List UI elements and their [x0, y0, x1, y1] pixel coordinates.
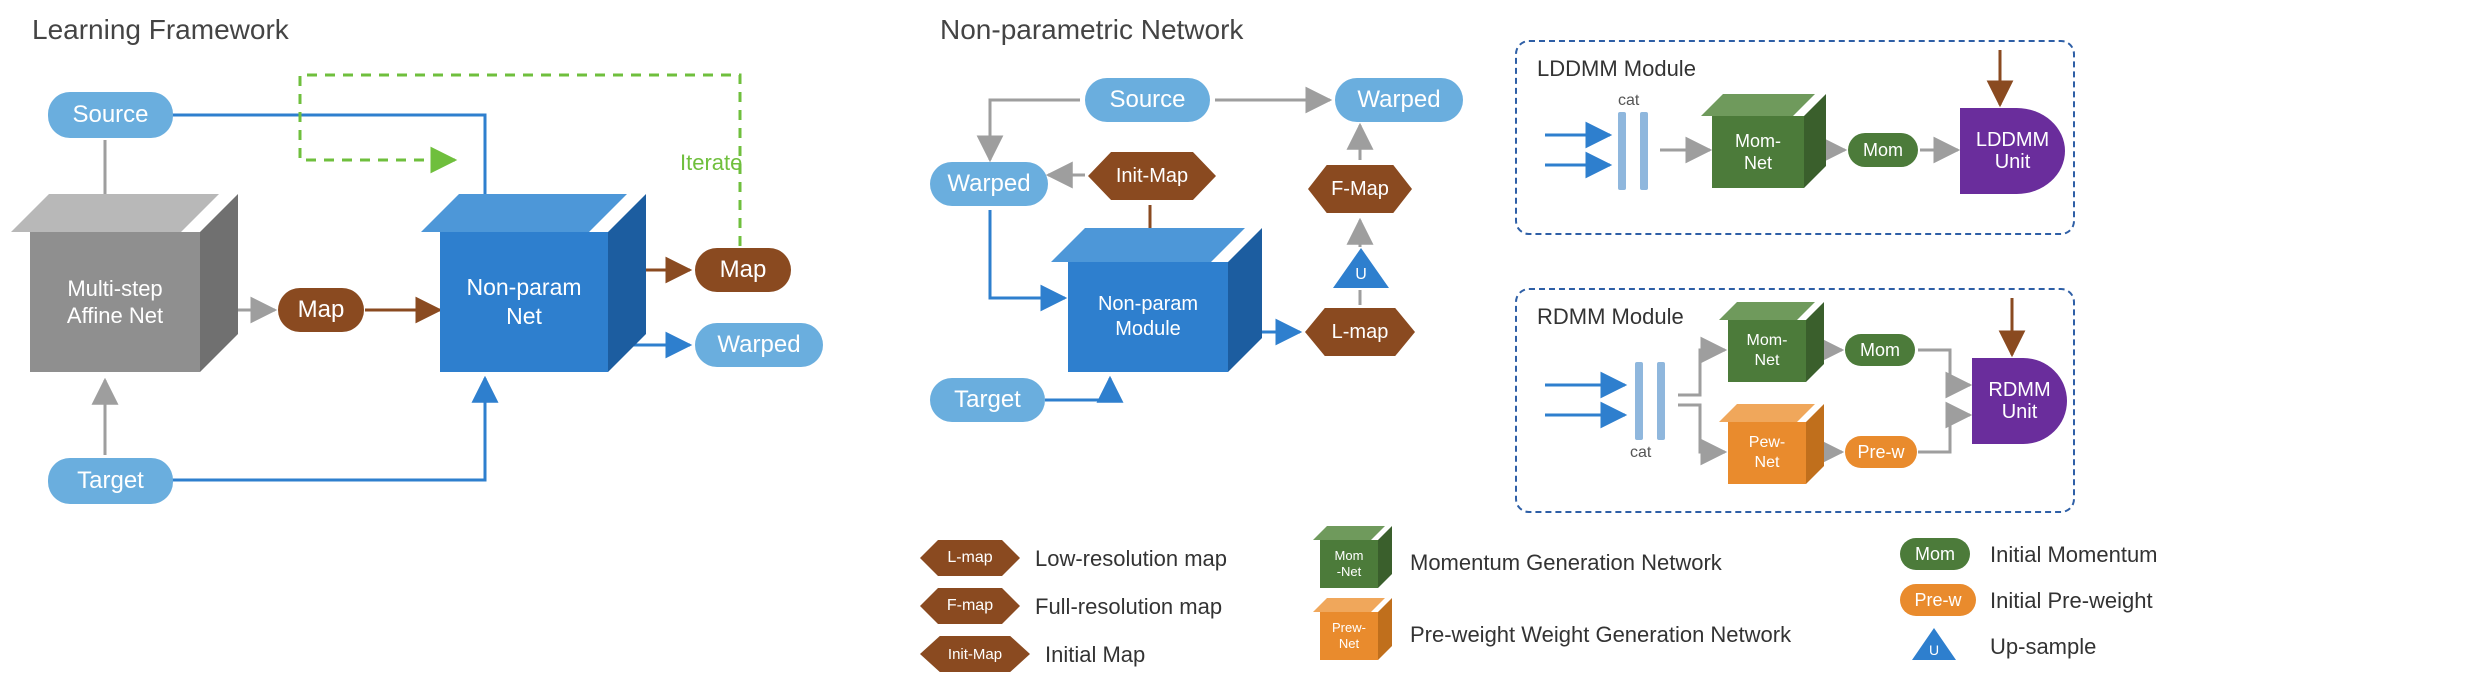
legend-prewnet-text: Pre-weight Weight Generation Network	[1410, 622, 1791, 648]
arrow-target-to-module	[1045, 378, 1110, 400]
legend-upsample-glyph: U	[1912, 642, 1956, 658]
rdmm-pewnet-label: Pew- Net	[1728, 422, 1806, 484]
mid-warped-out-pill: Warped	[1335, 78, 1463, 122]
rdmm-unit: RDMM Unit	[1972, 358, 2067, 444]
lddmm-cat-bar-1	[1618, 112, 1626, 190]
legend-upsample-swatch: U	[1912, 628, 1956, 660]
upsample-glyph: U	[1333, 266, 1389, 284]
legend-prew-swatch: Pre-w	[1900, 584, 1976, 616]
legend-initmap-text: Initial Map	[1045, 642, 1145, 668]
legend-mom-swatch: Mom	[1900, 538, 1970, 570]
rdmm-cat-label: cat	[1630, 444, 1651, 462]
nonparam-net-label: Non-param Net	[440, 232, 608, 372]
rdmm-module-title: RDMM Module	[1537, 304, 1684, 330]
rdmm-cat-bar-1	[1635, 362, 1643, 440]
lddmm-module-title: LDDMM Module	[1537, 56, 1696, 82]
source-pill: Source	[48, 92, 173, 138]
legend-lmap-text: Low-resolution map	[1035, 546, 1227, 572]
rdmm-cat-bar-2	[1657, 362, 1665, 440]
affine-net-label: Multi-step Affine Net	[30, 232, 200, 372]
arrow-source-to-warpedin	[990, 100, 1080, 160]
f-map-hex: F-Map	[1308, 165, 1412, 213]
title-learning-framework: Learning Framework	[32, 14, 289, 46]
legend-momnet-text: Momentum Generation Network	[1410, 550, 1722, 576]
init-map-hex: Init-Map	[1088, 152, 1216, 200]
upsample-triangle: U	[1333, 248, 1389, 288]
legend-lmap-swatch: L-map	[920, 540, 1020, 576]
rdmm-prew-pill: Pre-w	[1845, 436, 1917, 468]
lddmm-unit: LDDMM Unit	[1960, 108, 2065, 194]
legend-initmap-swatch: Init-Map	[920, 636, 1030, 672]
lddmm-cat-label: cat	[1618, 92, 1639, 110]
map-pill: Map	[278, 288, 364, 332]
legend-upsample-text: Up-sample	[1990, 634, 2096, 660]
l-map-hex: L-map	[1305, 308, 1415, 356]
legend-fmap-text: Full-resolution map	[1035, 594, 1222, 620]
mid-warped-in-pill: Warped	[930, 162, 1048, 206]
lddmm-mom-pill: Mom	[1848, 133, 1918, 167]
arrow-source-to-nonparam	[170, 115, 485, 230]
mid-source-pill: Source	[1085, 78, 1210, 122]
title-nonparametric-network: Non-parametric Network	[940, 14, 1243, 46]
out-map-pill: Map	[695, 248, 791, 292]
legend-momnet-label: Mom -Net	[1320, 540, 1378, 588]
mid-target-pill: Target	[930, 378, 1045, 422]
legend-prewnet-label: Prew- Net	[1320, 612, 1378, 660]
lddmm-cat-bar-2	[1640, 112, 1648, 190]
out-warped-pill: Warped	[695, 323, 823, 367]
rdmm-mom-pill: Mom	[1845, 334, 1915, 366]
arrow-target-to-nonparam	[170, 378, 485, 480]
target-pill: Target	[48, 458, 173, 504]
lddmm-momnet-label: Mom- Net	[1712, 116, 1804, 188]
legend-fmap-swatch: F-map	[920, 588, 1020, 624]
diagram-root: Learning Framework Non-parametric Networ…	[0, 0, 2474, 681]
iterate-label: Iterate	[680, 150, 742, 176]
legend-mom-text: Initial Momentum	[1990, 542, 2158, 568]
nonparam-module-label: Non-param Module	[1068, 262, 1228, 372]
legend-prew-text: Initial Pre-weight	[1990, 588, 2153, 614]
rdmm-momnet-label: Mom- Net	[1728, 320, 1806, 382]
arrow-warpedin-to-module	[990, 210, 1065, 298]
